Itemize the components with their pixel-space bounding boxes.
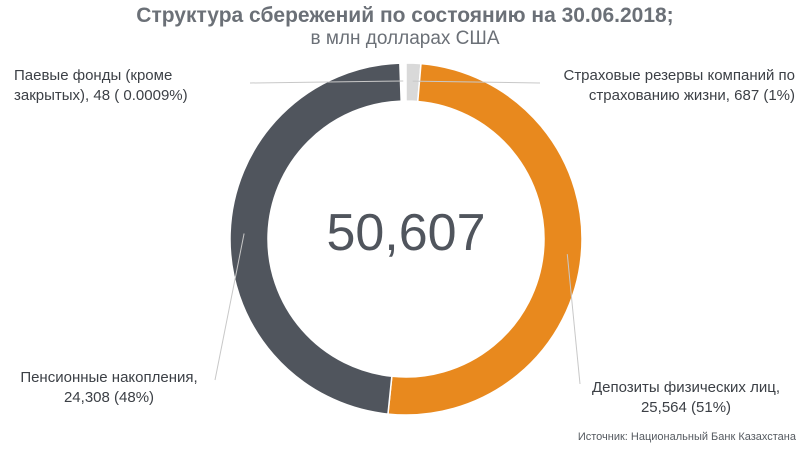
slice-deposits — [387, 62, 583, 416]
slice-label-mutual-funds: Паевые фонды (кроме закрытых), 48 ( 0.00… — [14, 67, 188, 104]
source-note: Источник: Национальный Банк Казахстана — [577, 431, 796, 443]
chart-title: Структура сбережений по состоянию на 30.… — [136, 4, 674, 27]
slice-label-insurance-reserves: Страховые резервы компаний по страховани… — [563, 67, 795, 104]
leader-line-pension — [214, 233, 245, 381]
slice-label-deposits: Депозиты физических лиц, 25,564 (51%) — [591, 379, 780, 416]
slice-label-pension: Пенсионные накопления, 24,308 (48%) — [20, 369, 198, 406]
chart-subtitle: в млн долларах США — [310, 28, 500, 49]
center-total-label: 50,607 — [326, 204, 485, 262]
donut-slices — [229, 62, 583, 416]
slice-pension — [229, 62, 402, 415]
leader-line-insurance — [412, 80, 541, 84]
leader-lines — [214, 80, 581, 385]
leader-line-mutual-funds — [249, 80, 404, 84]
leader-line-deposits — [566, 254, 581, 385]
